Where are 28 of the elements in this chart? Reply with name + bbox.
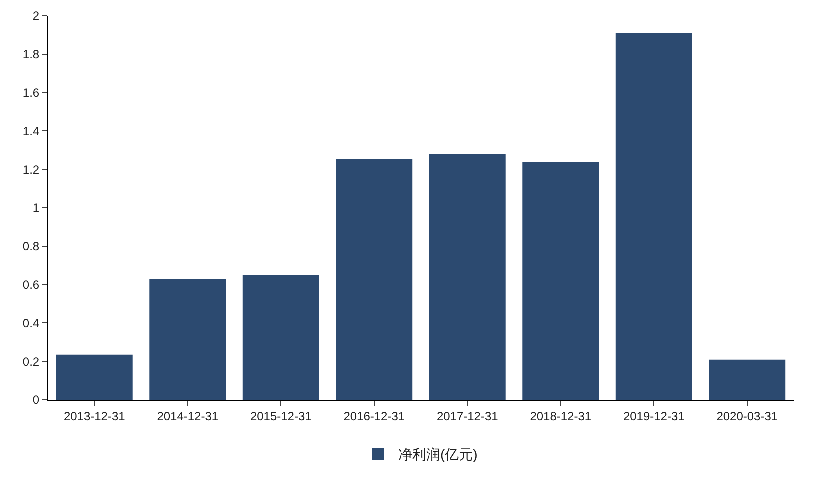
y-tick-label: 0.2: [22, 354, 40, 369]
bar: [56, 354, 133, 400]
y-tick-label: 1.8: [22, 48, 40, 62]
legend-label: 净利润(亿元): [398, 446, 478, 462]
y-tick-label: 0: [32, 393, 40, 408]
bar: [522, 162, 600, 400]
y-tick-label: 1.2: [22, 162, 40, 177]
x-tick-label: 2014-12-31: [157, 409, 219, 424]
bar: [336, 159, 413, 400]
y-tick-label: 1: [32, 201, 40, 216]
x-tick-label: 2020-03-31: [716, 409, 778, 424]
x-tick-label: 2019-12-31: [623, 409, 686, 424]
y-tick-label: 1.4: [22, 124, 40, 138]
y-tick-label: 2: [32, 9, 40, 24]
y-tick-label: 0.6: [22, 278, 40, 292]
y-tick-label: 1.6: [22, 86, 40, 100]
bar: [429, 154, 506, 400]
y-tick-label: 0.4: [22, 316, 40, 330]
y-tick-label: 0.8: [22, 240, 40, 254]
x-tick-label: 2017-12-31: [436, 409, 499, 424]
x-tick-label: 2016-12-31: [344, 409, 406, 424]
bar: [150, 279, 226, 400]
x-tick-label: 2018-12-31: [530, 409, 592, 424]
x-tick-label: 2015-12-31: [250, 409, 312, 424]
bar: [709, 360, 786, 400]
bar: [242, 275, 320, 400]
x-tick-label: 2013-12-31: [64, 409, 126, 424]
bar: [616, 33, 692, 400]
